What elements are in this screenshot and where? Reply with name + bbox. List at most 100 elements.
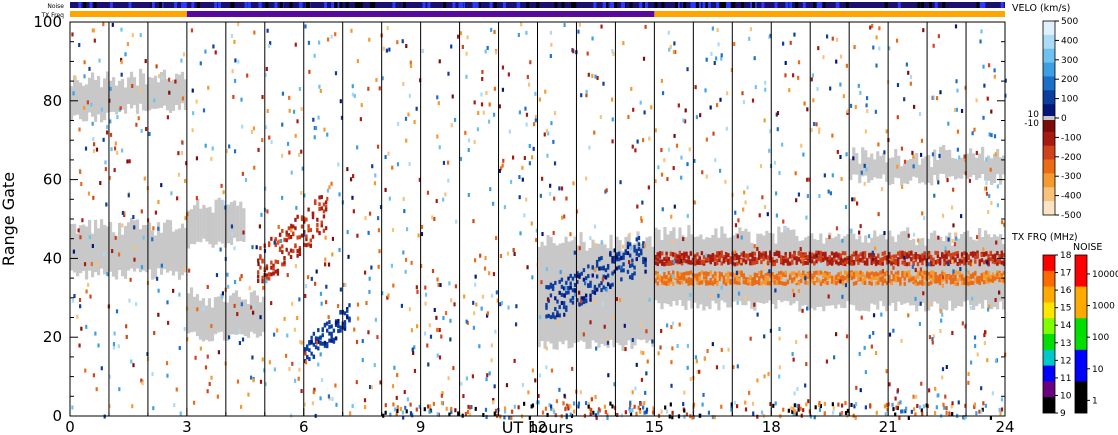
echo-cell [724, 278, 728, 283]
scatter-cell [137, 116, 140, 121]
scatter-cell [327, 315, 330, 320]
low-gate-cell [436, 412, 439, 417]
scatter-cell [694, 85, 697, 90]
echo-cell [722, 280, 726, 285]
echo-cell [945, 274, 948, 279]
scatter-cell [631, 144, 634, 149]
scatter-cell [264, 125, 268, 130]
echo-cell [938, 279, 942, 284]
ground-scatter-cell [777, 226, 781, 301]
scatter-cell [255, 245, 258, 250]
scatter-cell [116, 115, 119, 120]
echo-cell [786, 279, 790, 284]
scatter-cell [324, 257, 327, 262]
echo-cell [824, 270, 827, 275]
ground-scatter-cell [242, 208, 246, 243]
scatter-cell [874, 350, 878, 355]
scatter-cell [515, 304, 518, 309]
scatter-cell [530, 221, 533, 226]
echo-cell [602, 285, 605, 290]
scatter-cell [748, 36, 751, 41]
scatter-cell [951, 330, 954, 335]
echo-cell [914, 281, 917, 286]
tx-freq-colorbar-tick-label: 16 [1060, 286, 1072, 296]
echo-cell [637, 253, 641, 258]
low-gate-cell [450, 410, 453, 415]
echo-cell [742, 258, 745, 263]
echo-cell [976, 277, 979, 282]
echo-cell [322, 202, 326, 207]
echo-cell [285, 232, 288, 237]
low-gate-cell [669, 402, 672, 407]
scatter-cell [954, 232, 957, 237]
ground-scatter-cell [903, 163, 907, 184]
scatter-cell [359, 117, 362, 122]
echo-cell [921, 261, 924, 266]
scatter-cell [775, 213, 779, 218]
low-gate-cell [685, 412, 689, 417]
scatter-cell [508, 129, 511, 134]
scatter-cell [763, 118, 766, 123]
ground-scatter-cell [96, 76, 101, 115]
scatter-cell [797, 192, 801, 197]
scatter-cell [670, 214, 673, 219]
echo-cell [976, 250, 979, 255]
scatter-cell [587, 401, 591, 406]
ground-scatter-cell [150, 77, 155, 109]
echo-cell [687, 260, 690, 265]
echo-cell [615, 252, 619, 257]
scatter-cell [215, 273, 219, 278]
scatter-cell [266, 109, 269, 114]
low-gate-cell [569, 404, 572, 409]
echo-cell [998, 260, 1001, 265]
echo-cell [644, 257, 647, 262]
low-gate-cell [587, 404, 590, 409]
echo-cell [261, 259, 264, 264]
low-gate-cell [392, 402, 395, 407]
scatter-cell [778, 374, 781, 379]
scatter-cell [178, 292, 181, 297]
scatter-cell [277, 225, 280, 230]
echo-cell [337, 329, 340, 334]
noise-strip-cell [661, 2, 665, 8]
scatter-cell [486, 45, 489, 50]
low-gate-cell [844, 401, 847, 406]
low-gate-cell [973, 402, 977, 407]
echo-cell [901, 260, 904, 265]
scatter-cell [883, 150, 886, 155]
echo-cell [905, 272, 909, 277]
echo-cell [963, 278, 966, 283]
scatter-cell [888, 332, 892, 337]
scatter-cell [273, 367, 276, 372]
scatter-cell [176, 196, 179, 201]
echo-cell [1000, 278, 1003, 283]
scatter-cell [160, 263, 163, 268]
scatter-cell [301, 166, 304, 171]
echo-cell [788, 274, 792, 279]
echo-cell [760, 270, 763, 275]
scatter-cell [225, 149, 228, 154]
scatter-cell [919, 152, 923, 157]
scatter-cell [298, 152, 301, 157]
noise-strip-cell [93, 2, 97, 8]
scatter-cell [262, 285, 265, 290]
scatter-cell [156, 276, 159, 281]
scatter-cell [550, 406, 553, 411]
ground-scatter-cell [108, 221, 113, 272]
scatter-cell [420, 232, 424, 237]
noise-strip-cell [109, 2, 113, 8]
scatter-cell [237, 59, 240, 64]
low-gate-cell [589, 412, 592, 417]
scatter-cell [606, 337, 609, 342]
echo-cell [742, 251, 745, 256]
scatter-cell [415, 285, 418, 290]
echo-cell [879, 270, 882, 275]
scatter-cell [967, 380, 970, 385]
echo-cell [613, 259, 616, 264]
echo-cell [978, 259, 981, 264]
echo-cell [589, 280, 592, 285]
echo-cell [969, 251, 973, 256]
echo-cell [313, 199, 317, 204]
low-gate-cell [984, 403, 987, 408]
echo-cell [744, 280, 748, 285]
